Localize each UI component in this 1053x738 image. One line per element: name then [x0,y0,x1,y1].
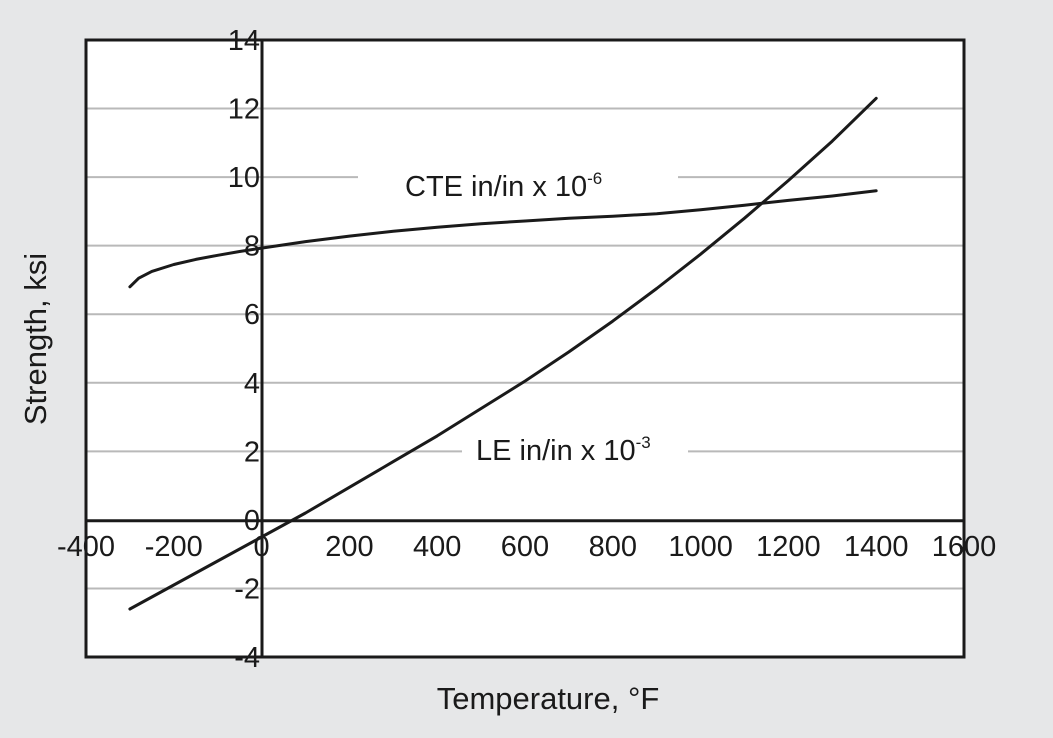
y-tick-label: -4 [234,642,260,674]
series-lines [128,96,878,611]
y-tick-label: 8 [244,231,260,263]
axes [86,40,964,657]
cte-label-bg [358,160,678,196]
x-tick-label: -200 [145,531,203,563]
x-tick-label: 200 [325,531,373,563]
x-tick-label: 0 [254,531,270,563]
y-tick-label: -2 [234,573,260,605]
x-tick-label: 600 [501,531,549,563]
x-axis-title: Temperature, °F [437,681,660,716]
y-tick-label: 14 [228,25,260,57]
series-line-0 [128,189,878,289]
y-tick-label: 10 [228,162,260,194]
y-tick-label: 12 [228,94,260,126]
plot-background [86,40,964,657]
y-tick-label: 6 [244,299,260,331]
y-tick-label: 0 [244,505,260,537]
y-tick-label: 2 [244,436,260,468]
x-tick-label: 1000 [668,531,733,563]
le-label-bg [462,432,688,472]
le-series-label: LE in/in x 10-3 [476,433,651,467]
y-tick-label: 4 [244,368,260,400]
series-label-backgrounds [358,160,688,472]
y-tick-labels: 14 12 10 8 6 4 2 0 -2 -4 [228,25,260,674]
series-line-1 [128,96,878,611]
y-axis-title: Strength, ksi [18,253,53,425]
x-tick-label: -400 [57,531,115,563]
x-tick-labels: -400 -200 0 200 400 600 800 1000 1200 1400 1600 [57,531,996,563]
plot-frame [84,38,966,659]
x-tick-label: 1200 [756,531,821,563]
x-tick-label: 400 [413,531,461,563]
x-tick-label: 800 [589,531,637,563]
x-tick-label: 1400 [844,531,909,563]
x-tick-label: 1600 [932,531,997,563]
cte-series-label: CTE in/in x 10-6 [405,169,602,203]
